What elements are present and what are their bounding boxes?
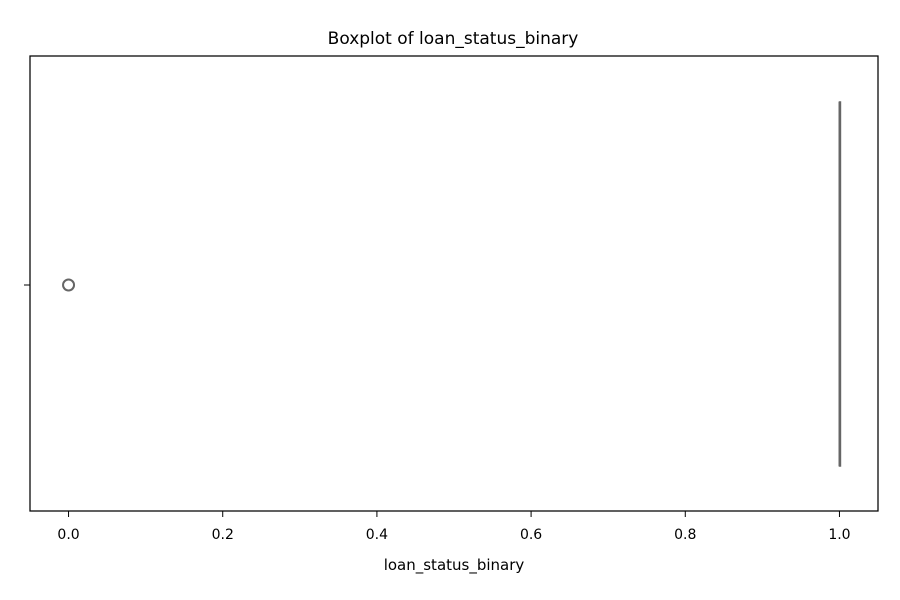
x-tick-label: 0.8 bbox=[674, 527, 696, 543]
x-tick-label: 0.2 bbox=[212, 527, 234, 543]
x-tick-label: 1.0 bbox=[828, 527, 850, 543]
outlier-point bbox=[62, 278, 76, 292]
chart-title: Boxplot of loan_status_binary bbox=[328, 29, 579, 49]
x-axis: 0.0 0.2 0.4 0.6 0.8 1.0 bbox=[57, 511, 851, 543]
x-tick-label: 0.0 bbox=[57, 527, 79, 543]
plot-frame bbox=[29, 55, 879, 512]
x-tick-label: 0.6 bbox=[520, 527, 542, 543]
boxplot-layer bbox=[62, 101, 842, 467]
x-tick-label: 0.4 bbox=[366, 527, 388, 543]
x-axis-label: loan_status_binary bbox=[384, 556, 525, 575]
